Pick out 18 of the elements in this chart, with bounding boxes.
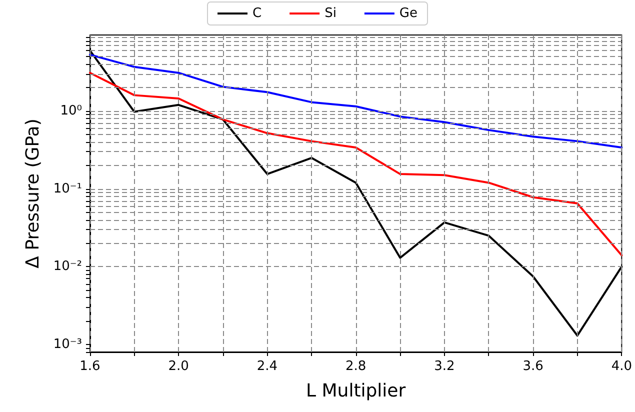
x-axis-title: L Multiplier <box>306 380 406 402</box>
y-tick-label: 10⁰ <box>60 104 82 119</box>
x-tick-label: 2.4 <box>256 359 278 374</box>
y-tick-label: 10⁻² <box>53 259 82 274</box>
x-tick-label: 2.8 <box>345 359 366 374</box>
legend-label: C <box>252 6 262 21</box>
x-tick-label: 2.0 <box>168 359 189 374</box>
y-tick-label: 10⁻³ <box>53 336 82 352</box>
legend-label: Ge <box>399 6 418 21</box>
line-series <box>89 72 623 256</box>
x-tick-label: 3.2 <box>434 359 455 374</box>
line-series <box>89 54 623 149</box>
x-tick-label: 3.6 <box>522 359 544 374</box>
x-tick-label: 4.0 <box>611 359 632 374</box>
y-axis-title: Δ Pressure (GPa) <box>22 118 44 268</box>
x-tick-label: 1.6 <box>80 359 100 374</box>
y-tick-label: 10⁻¹ <box>53 181 82 196</box>
legend-label: Si <box>324 6 336 21</box>
